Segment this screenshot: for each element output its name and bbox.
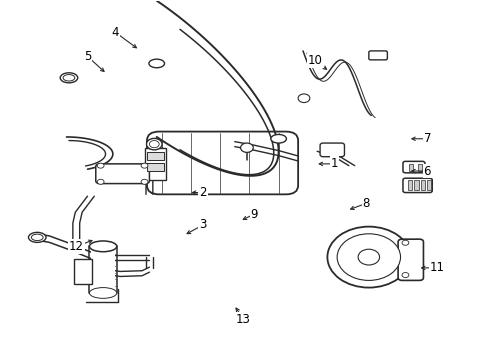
- Bar: [426, 180, 430, 190]
- Ellipse shape: [336, 234, 400, 280]
- Text: 9: 9: [250, 208, 258, 221]
- Text: 2: 2: [199, 186, 206, 199]
- Ellipse shape: [357, 249, 379, 265]
- Text: 6: 6: [423, 165, 430, 177]
- FancyBboxPatch shape: [320, 143, 344, 157]
- Bar: [408, 163, 412, 171]
- Ellipse shape: [141, 179, 148, 184]
- Ellipse shape: [28, 232, 46, 242]
- Ellipse shape: [270, 134, 286, 143]
- FancyBboxPatch shape: [402, 178, 431, 193]
- Ellipse shape: [89, 241, 117, 252]
- Bar: [407, 180, 411, 190]
- Ellipse shape: [298, 94, 309, 103]
- Text: 8: 8: [362, 197, 369, 210]
- Text: 3: 3: [199, 218, 206, 231]
- Ellipse shape: [97, 163, 104, 168]
- Text: 12: 12: [69, 240, 83, 253]
- Ellipse shape: [146, 138, 162, 150]
- Ellipse shape: [327, 226, 409, 288]
- Ellipse shape: [97, 179, 104, 184]
- Ellipse shape: [31, 234, 43, 240]
- Text: 4: 4: [111, 26, 119, 39]
- Ellipse shape: [240, 143, 253, 152]
- Text: 1: 1: [330, 157, 338, 170]
- Ellipse shape: [401, 240, 408, 245]
- FancyBboxPatch shape: [147, 132, 298, 194]
- FancyBboxPatch shape: [368, 51, 386, 60]
- Text: 10: 10: [307, 54, 322, 67]
- Bar: [91, 246, 115, 293]
- Bar: [147, 152, 163, 160]
- Ellipse shape: [60, 73, 78, 83]
- Bar: [420, 180, 424, 190]
- Text: 11: 11: [429, 261, 444, 274]
- FancyBboxPatch shape: [96, 164, 149, 184]
- Ellipse shape: [401, 273, 408, 278]
- Text: 7: 7: [423, 132, 430, 145]
- Ellipse shape: [89, 288, 117, 298]
- Bar: [74, 259, 92, 284]
- Bar: [147, 163, 163, 171]
- FancyBboxPatch shape: [397, 239, 423, 280]
- Bar: [413, 180, 418, 190]
- Ellipse shape: [149, 59, 164, 68]
- Ellipse shape: [141, 163, 148, 168]
- Ellipse shape: [149, 140, 159, 148]
- Bar: [144, 148, 166, 180]
- Text: 5: 5: [83, 50, 91, 63]
- Ellipse shape: [63, 75, 75, 81]
- Bar: [417, 163, 421, 171]
- FancyBboxPatch shape: [402, 161, 424, 173]
- Text: 13: 13: [236, 312, 250, 326]
